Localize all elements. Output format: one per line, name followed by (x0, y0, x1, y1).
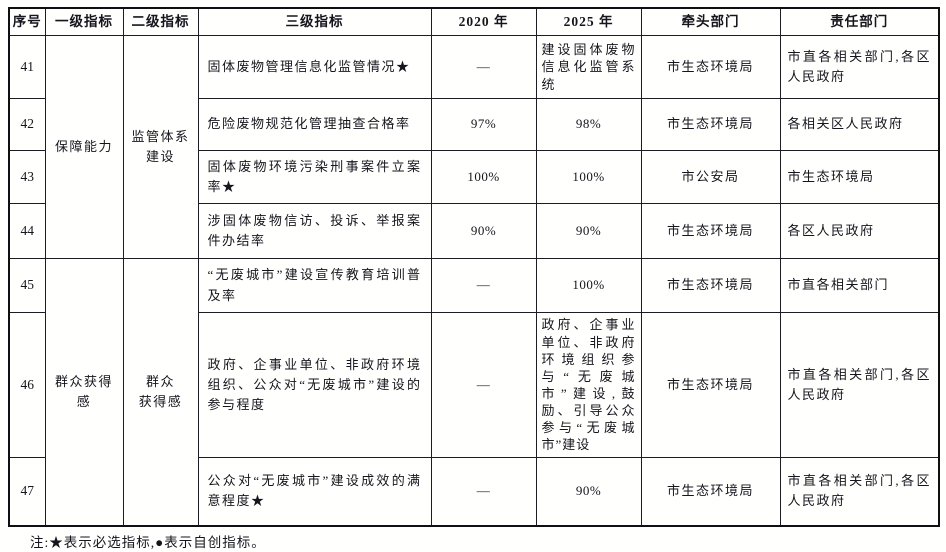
table-row-46: 46 政府、企事业单位、非政府环境组织、公众对“无废城市”建设的参与程度 — 政… (8, 312, 940, 458)
value-2025-cell: 90% (535, 457, 642, 526)
header-cell-level1: 一级指标 (44, 7, 124, 36)
serial-cell: 46 (8, 312, 46, 458)
header-cell-2025: 2025 年 (535, 7, 642, 36)
resp-dept-cell: 市直各相关部门,各区人民政府 (779, 457, 940, 526)
indicator-cell: 政府、企事业单位、非政府环境组织、公众对“无废城市”建设的参与程度 (197, 312, 432, 458)
table-row-41: 41 保障能力 监管体系 建设 固体废物管理信息化监管情况★ — 建设固体废物信… (8, 35, 940, 259)
indicator-cell: 危险废物规范化管理抽查合格率 (197, 98, 432, 151)
header-cell-resp-dept: 责任部门 (779, 7, 940, 36)
level1-indicator-group2: 群众获得感 (44, 258, 124, 526)
resp-dept-cell: 各区人民政府 (779, 203, 940, 259)
lead-dept-cell: 市生态环境局 (640, 203, 781, 259)
serial-cell: 42 (8, 98, 46, 151)
header-cell-serial: 序号 (8, 7, 46, 36)
value-2025-cell: 90% (535, 203, 642, 259)
resp-dept-cell: 市直各相关部门,各区人民政府 (779, 312, 940, 458)
indicator-cell: 固体废物环境污染刑事案件立案率★ (197, 150, 432, 204)
indicator-cell: 涉固体废物信访、投诉、举报案件办结率 (197, 203, 432, 259)
header-cell-lead-dept: 牵头部门 (640, 7, 781, 36)
lead-dept-cell: 市公安局 (640, 150, 781, 204)
value-2020-cell: — (430, 457, 537, 526)
level2-indicator-group2: 群众 获得感 (122, 258, 199, 526)
value-2020-cell: 90% (430, 203, 537, 259)
value-2020-cell: — (430, 35, 537, 99)
value-2020-cell: 100% (430, 150, 537, 204)
resp-dept-cell: 市生态环境局 (779, 150, 940, 204)
serial-cell: 45 (8, 258, 46, 313)
serial-cell: 47 (8, 457, 46, 526)
resp-dept-cell: 各相关区人民政府 (779, 98, 940, 151)
header-cell-level3: 三级指标 (197, 7, 432, 36)
value-2025-cell: 100% (535, 150, 642, 204)
footnote: 注:★表示必选指标,●表示自创指标。 (30, 535, 266, 550)
indicator-cell: 固体废物管理信息化监管情况★ (197, 35, 432, 99)
value-2025-cell: 政府、企事业单位、非政府环境组织参与“无废城市”建设,鼓励、引导公众参与“无废城… (535, 312, 642, 458)
header-cell-level2: 二级指标 (122, 7, 199, 36)
indicator-cell: “无废城市”建设宣传教育培训普及率 (197, 258, 432, 313)
lead-dept-cell: 市生态环境局 (640, 457, 781, 526)
value-2020-cell: — (430, 258, 537, 313)
table-row-43: 43 固体废物环境污染刑事案件立案率★ 100% 100% 市公安局 市生态环境… (8, 150, 940, 204)
value-2020-cell: — (430, 312, 537, 458)
lead-dept-cell: 市生态环境局 (640, 98, 781, 151)
indicator-cell: 公众对“无废城市”建设成效的满意程度★ (197, 457, 432, 526)
lead-dept-cell: 市生态环境局 (640, 35, 781, 99)
value-2025-cell: 98% (535, 98, 642, 151)
level2-indicator-group1: 监管体系 建设 (122, 35, 199, 259)
resp-dept-cell: 市直各相关部门 (779, 258, 940, 313)
header-cell-2020: 2020 年 (430, 7, 537, 36)
serial-cell: 43 (8, 150, 46, 204)
resp-dept-cell: 市直各相关部门,各区人民政府 (779, 35, 940, 99)
lead-dept-cell: 市生态环境局 (640, 312, 781, 458)
lead-dept-cell: 市生态环境局 (640, 258, 781, 313)
indicator-table: 序号 一级指标 二级指标 三级指标 2020 年 2025 年 牵头部门 责任部… (8, 7, 940, 527)
value-2020-cell: 97% (430, 98, 537, 151)
value-2025-cell: 100% (535, 258, 642, 313)
serial-cell: 44 (8, 203, 46, 259)
header-row: 序号 一级指标 二级指标 三级指标 2020 年 2025 年 牵头部门 责任部… (8, 7, 940, 36)
table-row-47: 47 公众对“无废城市”建设成效的满意程度★ — 90% 市生态环境局 市直各相… (8, 457, 940, 526)
serial-cell: 41 (8, 35, 46, 99)
table-row-42: 42 危险废物规范化管理抽查合格率 97% 98% 市生态环境局 各相关区人民政… (8, 98, 940, 151)
table-row-44: 44 涉固体废物信访、投诉、举报案件办结率 90% 90% 市生态环境局 各区人… (8, 203, 940, 259)
value-2025-cell: 建设固体废物信息化监管系统 (535, 35, 642, 99)
table-row-45: 45 群众获得感 群众 获得感 “无废城市”建设宣传教育培训普及率 — 100%… (8, 258, 940, 526)
level1-indicator-group1: 保障能力 (44, 35, 124, 259)
